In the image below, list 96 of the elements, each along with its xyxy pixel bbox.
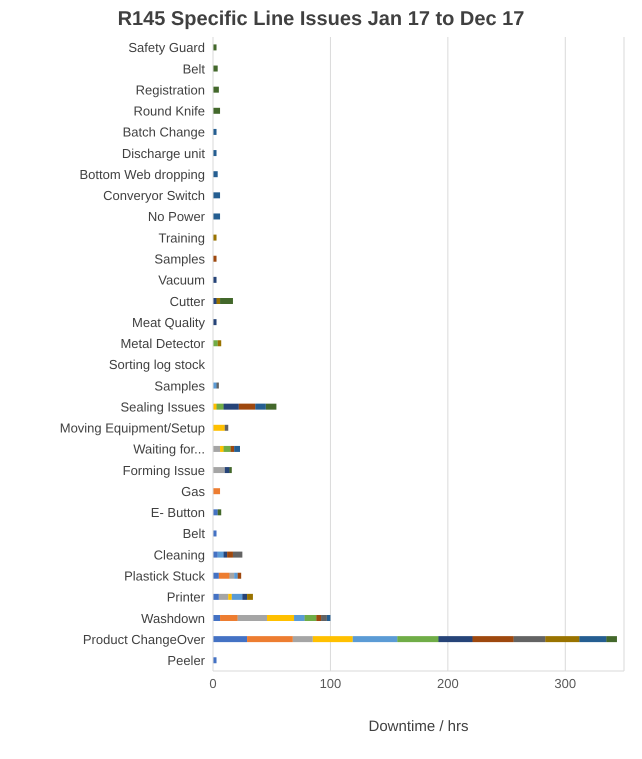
bar xyxy=(247,594,253,600)
y-tick-label: Discharge unit xyxy=(122,146,206,161)
bar xyxy=(232,552,242,558)
bar xyxy=(213,614,220,621)
y-tick-label: Samples xyxy=(154,378,206,394)
y-tick-label: Product ChangeOver xyxy=(82,632,206,647)
y-tick-label: Converyor Switch xyxy=(103,188,205,204)
bar xyxy=(312,636,353,642)
bar xyxy=(229,572,234,579)
chart-title: R145 Specific Line Issues Jan 17 to Dec 17 xyxy=(116,8,526,31)
x-tick-label: 300 xyxy=(554,676,576,692)
bar xyxy=(220,298,233,304)
y-tick-label: Meat Quality xyxy=(132,314,206,330)
bar xyxy=(220,614,238,621)
y-tick-label: Samples xyxy=(154,252,206,267)
bar xyxy=(234,572,238,579)
bar xyxy=(238,404,256,410)
bar xyxy=(218,509,222,516)
x-axis-title: Downtime / hrs xyxy=(368,718,469,735)
bar xyxy=(606,636,617,642)
y-tick-label: Safety Guard xyxy=(128,40,205,56)
y-tick-label: Registration xyxy=(136,82,205,98)
bar xyxy=(213,572,219,579)
bar xyxy=(227,552,233,558)
bar xyxy=(213,86,219,93)
y-tick-label: Gas xyxy=(181,484,206,499)
bar xyxy=(321,614,327,621)
bar xyxy=(216,404,224,410)
y-tick-label: Metal Detector xyxy=(120,336,206,352)
bar xyxy=(247,636,293,642)
bar xyxy=(255,404,266,410)
bar xyxy=(238,614,268,621)
y-tick-label: Bottom Web dropping xyxy=(80,166,205,182)
x-tick-label: 0 xyxy=(209,676,217,692)
y-tick-label: E- Button xyxy=(150,505,205,520)
y-tick-label: Plastick Stuck xyxy=(124,568,206,584)
bar xyxy=(326,614,330,621)
y-tick-label: Sorting log stock xyxy=(108,357,206,372)
bar xyxy=(224,467,230,474)
bar xyxy=(213,488,220,494)
bar xyxy=(220,446,224,452)
y-tick-label: Round Knife xyxy=(133,104,205,119)
bar xyxy=(213,192,220,198)
y-tick-label: Belt xyxy=(182,526,206,542)
bar xyxy=(224,404,239,410)
bar xyxy=(238,572,242,579)
y-tick-label: No Power xyxy=(148,209,206,224)
bar xyxy=(213,594,219,600)
y-tick-label: Cleaning xyxy=(154,547,205,562)
bar xyxy=(397,636,438,642)
bar xyxy=(352,636,398,642)
bar xyxy=(213,424,225,431)
bar xyxy=(294,614,305,621)
bar xyxy=(232,594,242,600)
bar xyxy=(218,340,222,346)
bar xyxy=(292,636,313,642)
x-tick-label: 100 xyxy=(320,676,342,692)
bar xyxy=(228,594,232,600)
y-tick-label: Waiting for... xyxy=(133,442,205,457)
bar xyxy=(213,636,248,642)
bar xyxy=(304,614,316,621)
y-tick-label: Forming Issue xyxy=(122,462,205,478)
bar xyxy=(514,636,546,642)
y-tick-label: Cutter xyxy=(170,294,206,309)
y-tick-label: Belt xyxy=(182,61,206,76)
bar xyxy=(230,446,234,452)
x-tick-label: 200 xyxy=(437,676,459,692)
y-tick-label: Sealing Issues xyxy=(120,399,206,414)
bar xyxy=(213,213,220,220)
bar xyxy=(242,594,248,600)
y-tick-label: Vacuum xyxy=(158,272,205,288)
bar xyxy=(224,424,228,431)
bar xyxy=(216,298,220,304)
y-tick-label: Printer xyxy=(166,590,206,605)
bar xyxy=(545,636,580,642)
bar xyxy=(224,552,228,558)
bar xyxy=(218,594,228,600)
bar xyxy=(213,467,225,474)
y-tick-label: Moving Equipment/Setup xyxy=(60,420,205,436)
bar xyxy=(579,636,606,642)
bar xyxy=(213,108,220,114)
bar xyxy=(266,404,276,410)
bar xyxy=(234,446,240,452)
bar xyxy=(218,552,224,558)
y-tick-label: Batch Change xyxy=(122,124,205,140)
bar xyxy=(218,572,230,579)
bar xyxy=(316,614,322,621)
bar xyxy=(229,467,232,474)
bar xyxy=(472,636,514,642)
bar xyxy=(438,636,473,642)
bar xyxy=(224,446,231,452)
y-tick-label: Peeler xyxy=(167,653,206,668)
y-tick-label: Training xyxy=(158,230,205,246)
bar xyxy=(213,446,220,452)
y-tick-label: Washdown xyxy=(141,610,205,626)
bar xyxy=(267,614,294,621)
